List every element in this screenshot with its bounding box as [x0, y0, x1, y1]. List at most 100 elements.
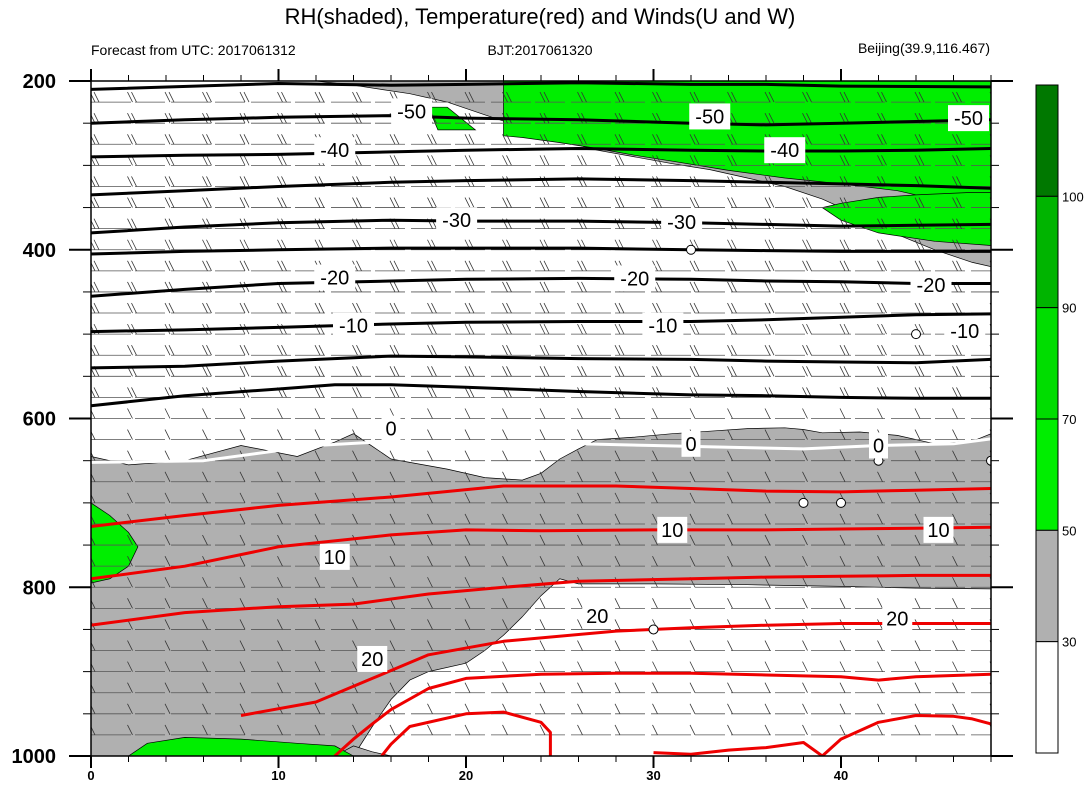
wind-barb-tick: [502, 492, 508, 504]
wind-barb-tick: [431, 387, 437, 398]
wind-barb-tick: [202, 345, 208, 356]
wind-barb-tick: [164, 91, 171, 103]
wind-barb-tick: [952, 155, 958, 166]
wind-barb-tick: [431, 260, 437, 272]
wind-barb-tick: [277, 239, 283, 250]
contour-label-box: [381, 415, 401, 442]
wind-barb-tick: [839, 302, 846, 314]
wind-barb-tick: [464, 555, 471, 567]
wind-barb-tick: [839, 408, 846, 419]
wind-barb-tick: [352, 703, 358, 714]
wind-barb-tick: [202, 513, 208, 525]
wind-barb-tick: [164, 724, 171, 736]
wind-barb-tick: [689, 155, 696, 166]
wind-barb-tick: [577, 366, 583, 377]
wind-barb-tick: [164, 492, 171, 504]
wind-barb-tick: [202, 724, 208, 736]
wind-barb-tick: [91, 683, 96, 693]
wind-barb-tick: [652, 682, 658, 693]
y-tick-label: 200: [23, 71, 56, 93]
wind-barb-tick: [914, 197, 921, 208]
wind-barb-tick: [468, 91, 475, 103]
wind-barb-tick: [318, 218, 325, 229]
wind-barb-tick: [239, 682, 246, 693]
wind-barb-tick: [389, 513, 396, 525]
wind-barb-tick: [577, 534, 583, 546]
colorbar-bin: [1035, 529, 1059, 643]
wind-barb-tick: [839, 387, 846, 398]
wind-barb-tick: [277, 134, 283, 145]
wind-barb-tick: [614, 724, 621, 736]
wind-barb-tick: [614, 408, 621, 419]
wind-barb-tick: [764, 239, 771, 250]
wind-barb-tick: [727, 239, 733, 250]
wind-barb-tick: [843, 134, 850, 145]
wind-barb-tick: [314, 387, 321, 398]
wind-barb-tick: [914, 661, 921, 672]
wind-barb-tick: [352, 408, 358, 419]
wind-barb-tick: [164, 619, 171, 630]
wind-barb-tick: [239, 492, 246, 504]
wind-barb-tick: [206, 239, 212, 250]
wind-barb-tick: [652, 197, 658, 208]
wind-barb-tick: [914, 555, 921, 567]
wind-barb-tick: [843, 281, 850, 293]
wind-barb-tick: [506, 281, 512, 293]
wind-barb-tick: [91, 114, 96, 124]
wind-barb-tick: [91, 704, 96, 714]
wind-barb-tick: [839, 577, 846, 588]
wind-barb-tick: [652, 134, 658, 145]
wind-barb-tick: [202, 176, 208, 187]
wind-barb-tick: [468, 302, 475, 314]
wind-barb-tick: [239, 345, 246, 356]
wind-barb-tick: [764, 682, 771, 693]
wind-barb-tick: [877, 492, 883, 504]
wind-barb-tick: [652, 345, 658, 356]
wind-barb-tick: [468, 260, 475, 272]
wind-barb-tick: [952, 703, 958, 714]
wind-barb-tick: [693, 155, 700, 166]
wind-barb-tick: [539, 281, 546, 293]
wind-barb-tick: [652, 429, 658, 440]
wind-barb-tick: [352, 492, 358, 504]
contour-label-box: [764, 137, 806, 164]
wind-barb-tick: [91, 219, 96, 229]
wind-barb-tick: [93, 91, 100, 103]
wind-barb-tick: [731, 197, 737, 208]
wind-barb-tick: [952, 345, 958, 356]
wind-barb-tick: [127, 197, 133, 208]
wind-barb-tick: [768, 281, 775, 293]
wind-barb-tick: [877, 366, 883, 377]
wind-barb-tick: [131, 387, 137, 398]
wind-barb-tick: [427, 323, 433, 335]
wind-barb-tick: [356, 155, 362, 166]
wind-barb-tick: [352, 471, 358, 482]
contour-label-box: [436, 207, 478, 234]
wind-barb-tick: [164, 408, 171, 419]
wind-barb-tick: [389, 471, 396, 482]
wind-barb-tick: [206, 134, 212, 145]
wind-barb-tick: [539, 91, 546, 103]
wind-barb-tick: [539, 408, 546, 419]
wind-barb-tick: [806, 323, 812, 335]
wind-barb-tick: [91, 177, 96, 187]
wind-barb-tick: [614, 640, 621, 651]
wind-barb-tick: [464, 492, 471, 504]
contour-label-text: 0: [873, 436, 884, 458]
wind-barb-tick: [93, 176, 100, 187]
wind-barb-tick: [839, 345, 846, 356]
wind-barb-tick: [314, 218, 321, 229]
wind-barb-tick: [431, 134, 437, 145]
wind-barb-tick: [127, 703, 133, 714]
wind-barb-tick: [577, 682, 583, 693]
wind-barb-tick: [764, 281, 771, 293]
wind-barb-tick: [614, 598, 621, 609]
wind-barb-tick: [577, 724, 583, 736]
x-tick-label: 40: [834, 768, 848, 783]
wind-barb-tick: [389, 450, 396, 461]
wind-barb-tick: [539, 134, 546, 145]
colorbar-bin: [1035, 418, 1059, 531]
wind-barb-tick: [843, 345, 850, 356]
wind-barb-tick: [168, 197, 175, 208]
wind-barb-tick: [768, 113, 775, 124]
